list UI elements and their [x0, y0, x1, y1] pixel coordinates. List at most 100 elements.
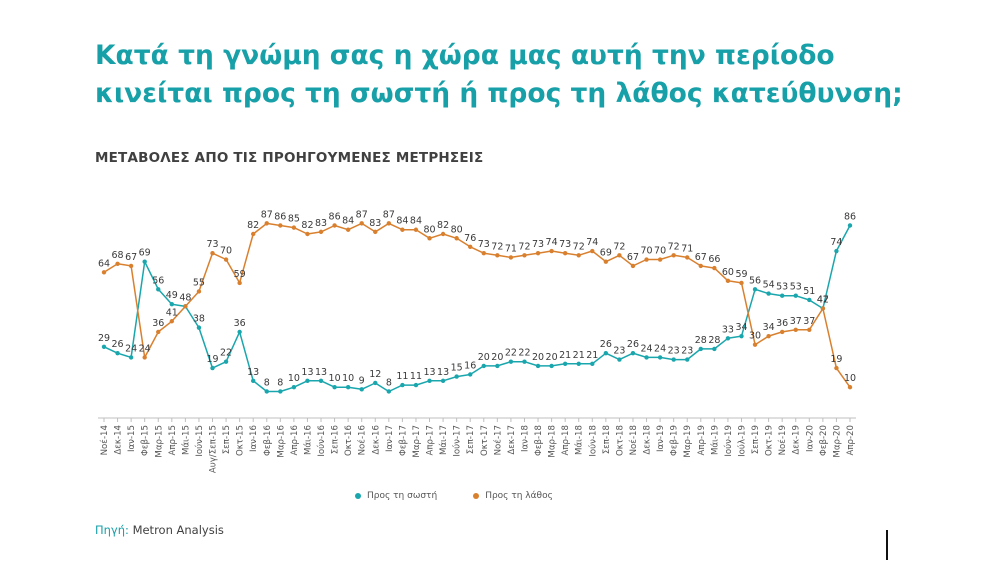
x-tick-label: Απρ-17 [426, 425, 436, 456]
x-tick-label: Μάι-15 [181, 425, 191, 455]
data-label-1: 87 [383, 209, 395, 220]
data-label-1: 71 [505, 243, 517, 254]
data-point-0 [644, 355, 649, 360]
data-label-0: 19 [206, 354, 218, 365]
data-label-0: 38 [193, 314, 205, 325]
data-label-0: 36 [234, 318, 246, 329]
series-line-0 [103, 225, 851, 393]
data-label-1: 80 [451, 224, 463, 235]
data-point-1 [101, 270, 107, 275]
data-label-0: 22 [220, 348, 232, 359]
data-point-1 [807, 327, 812, 332]
data-point-1 [169, 319, 175, 324]
data-point-1 [508, 255, 514, 260]
data-label-1: 36 [152, 318, 164, 329]
data-point-0 [834, 248, 839, 254]
chart-legend: Προς τη σωστή Προς τη λάθος [355, 491, 553, 501]
data-point-0 [739, 333, 744, 339]
data-label-0: 49 [166, 290, 178, 301]
data-label-0: 33 [722, 324, 734, 335]
data-point-0 [508, 359, 514, 364]
data-label-0: 56 [152, 275, 164, 286]
data-point-1 [847, 385, 853, 390]
data-label-0: 56 [749, 275, 761, 286]
x-tick-label: Φεβ-20 [819, 425, 829, 456]
data-label-0: 51 [803, 286, 815, 297]
data-label-1: 80 [423, 224, 435, 235]
x-tick-label: Σεπ-15 [222, 425, 232, 454]
legend-label-right: Προς τη σωστή [367, 491, 438, 501]
data-label-0: 42 [817, 294, 829, 305]
x-tick-label: Σεπ-18 [602, 425, 612, 454]
data-label-0: 24 [640, 343, 652, 354]
legend-swatch-wrong [473, 493, 480, 499]
data-point-1 [468, 244, 473, 249]
chart-title-line-1: Κατά τη γνώμη σας η χώρα μας αυτή την πε… [95, 40, 835, 71]
data-label-0: 23 [681, 346, 693, 357]
data-point-1 [305, 231, 310, 237]
data-point-1 [210, 250, 215, 256]
data-point-1 [644, 257, 649, 262]
data-point-1 [413, 227, 419, 232]
data-label-0: 69 [139, 248, 151, 259]
data-point-0 [264, 389, 269, 394]
data-point-0 [237, 329, 242, 335]
data-label-1: 70 [220, 246, 232, 257]
data-label-0: 8 [264, 377, 270, 388]
data-point-0 [657, 355, 663, 360]
x-tick-label: Σεπ-17 [466, 425, 476, 454]
data-point-1 [264, 221, 269, 226]
data-label-1: 72 [491, 241, 503, 252]
data-label-0: 20 [546, 352, 558, 363]
data-point-1 [237, 280, 242, 286]
data-point-1 [142, 355, 147, 360]
data-point-0 [590, 361, 595, 367]
data-label-0: 20 [478, 352, 490, 363]
data-label-1: 68 [112, 250, 124, 261]
divider-bar [886, 530, 888, 560]
x-tick-label: Απρ-15 [168, 425, 178, 456]
x-tick-label: Ιαν-16 [249, 425, 259, 452]
data-label-0: 13 [301, 367, 313, 378]
data-point-0 [725, 336, 731, 341]
data-point-0 [345, 385, 351, 390]
x-tick-label: Νοέ-19 [777, 425, 788, 455]
data-label-1: 48 [179, 292, 191, 303]
data-label-0: 28 [708, 335, 720, 346]
data-point-1 [115, 261, 120, 266]
data-point-1 [725, 278, 731, 284]
data-label-1: 34 [763, 322, 775, 333]
data-point-0 [698, 346, 703, 352]
data-label-1: 85 [288, 214, 300, 225]
data-label-1: 73 [478, 239, 490, 250]
data-point-1 [400, 227, 405, 232]
data-point-1 [345, 227, 351, 232]
data-point-0 [576, 361, 581, 367]
data-point-0 [386, 389, 392, 394]
data-point-1 [183, 304, 188, 309]
x-tick-label: Φεβ-16 [263, 425, 273, 456]
data-label-1: 84 [410, 216, 422, 227]
data-label-0: 21 [573, 350, 585, 361]
data-label-0: 53 [790, 282, 802, 293]
data-label-0: 74 [830, 237, 842, 248]
data-point-1 [739, 280, 744, 286]
data-label-0: 26 [600, 339, 612, 350]
data-label-1: 59 [735, 269, 747, 280]
data-label-1: 73 [206, 239, 218, 250]
data-point-0 [562, 361, 568, 367]
data-label-0: 24 [654, 343, 666, 354]
x-tick-label: Δεκ-14 [114, 425, 124, 455]
data-point-0 [752, 287, 758, 292]
data-label-0: 11 [410, 371, 422, 382]
data-label-0: 10 [329, 373, 341, 384]
data-point-1 [657, 257, 663, 262]
data-point-0 [332, 385, 337, 390]
x-tick-label: Νοέ-18 [628, 425, 639, 455]
x-tick-label: Οκτ-19 [765, 425, 775, 456]
data-label-1: 73 [532, 239, 544, 250]
data-label-0: 24 [125, 343, 137, 354]
data-point-0 [793, 293, 798, 298]
data-label-1: 86 [329, 211, 341, 222]
